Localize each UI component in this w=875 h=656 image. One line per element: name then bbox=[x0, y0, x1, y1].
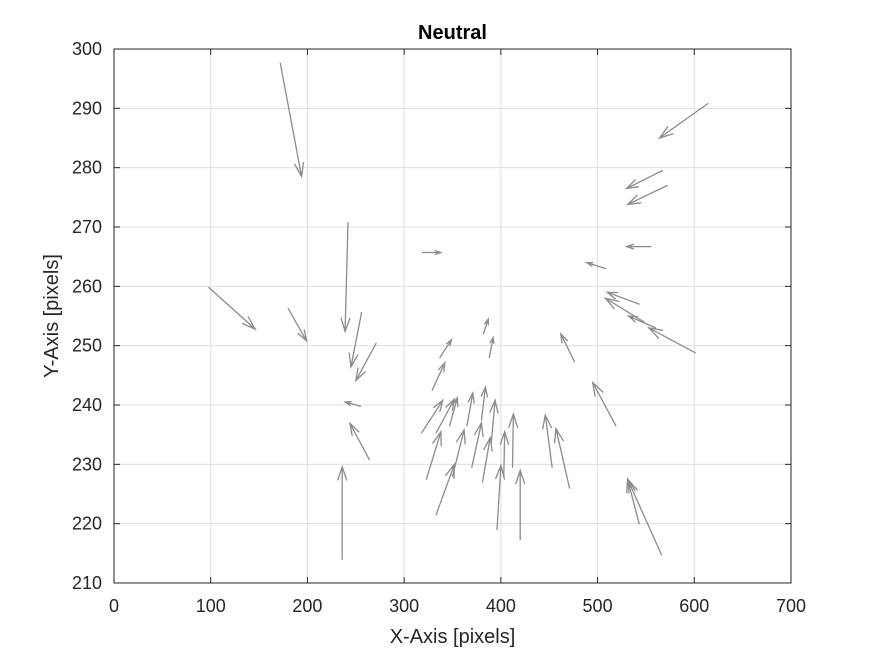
vector-arrow bbox=[287, 307, 308, 343]
vector-arrow bbox=[482, 317, 489, 335]
vector-arrow bbox=[481, 435, 493, 483]
y-axis-label: Y-Axis [pixels] bbox=[41, 254, 63, 378]
vector-arrow bbox=[348, 311, 363, 370]
vector-arrow bbox=[343, 401, 362, 407]
x-tick-label: 100 bbox=[196, 596, 226, 616]
vector-arrow bbox=[624, 243, 652, 250]
x-tick-label: 600 bbox=[679, 596, 709, 616]
vector-arrow bbox=[208, 286, 257, 331]
vector-arrow bbox=[439, 337, 453, 359]
vector-arrow bbox=[435, 397, 456, 434]
x-tick-label: 0 bbox=[109, 596, 119, 616]
vector-arrow bbox=[420, 398, 444, 434]
vector-arrow bbox=[431, 361, 446, 391]
chart-title: Neutral bbox=[418, 22, 487, 44]
y-tick-label: 280 bbox=[72, 158, 102, 178]
vector-arrow bbox=[626, 315, 657, 329]
vector-arrow bbox=[603, 297, 645, 323]
x-tick-label: 200 bbox=[292, 596, 322, 616]
vector-arrow bbox=[349, 421, 370, 461]
y-tick-label: 260 bbox=[72, 276, 102, 296]
vector-arrow bbox=[584, 261, 606, 270]
vector-arrow bbox=[480, 385, 489, 421]
vector-arrow bbox=[354, 342, 377, 383]
vector-arrow bbox=[451, 427, 466, 477]
axis-ticks: 0 100 200 300 400 500 600 700 210 220 230 240 250 260… bbox=[72, 39, 806, 616]
vector-arrow bbox=[421, 249, 443, 256]
vector-arrow bbox=[605, 291, 640, 305]
vector-arrow bbox=[425, 429, 442, 480]
vector-arrow bbox=[499, 429, 510, 477]
grid-lines bbox=[114, 49, 791, 583]
vector-arrow bbox=[488, 335, 495, 359]
y-tick-label: 250 bbox=[72, 336, 102, 356]
vector-arrow bbox=[279, 62, 305, 179]
x-axis-label: X-Axis [pixels] bbox=[390, 626, 516, 648]
vector-field bbox=[208, 62, 709, 560]
y-tick-label: 300 bbox=[72, 39, 102, 59]
plot-area bbox=[114, 49, 791, 583]
x-tick-label: 700 bbox=[776, 596, 806, 616]
vector-arrow bbox=[624, 169, 664, 190]
vector-arrow bbox=[337, 464, 348, 560]
vector-arrow bbox=[657, 102, 709, 140]
vector-arrow bbox=[542, 413, 553, 468]
vector-arrow bbox=[515, 468, 526, 541]
vector-arrow bbox=[591, 380, 617, 427]
x-tick-label: 500 bbox=[583, 596, 613, 616]
x-tick-label: 400 bbox=[486, 596, 516, 616]
vector-arrow bbox=[448, 395, 459, 427]
vector-arrow bbox=[559, 331, 576, 363]
x-tick-label: 300 bbox=[389, 596, 419, 616]
vector-arrow bbox=[471, 420, 484, 468]
vector-arrow bbox=[340, 222, 351, 334]
y-tick-label: 210 bbox=[72, 573, 102, 593]
y-tick-label: 290 bbox=[72, 98, 102, 118]
y-tick-label: 230 bbox=[72, 454, 102, 474]
vector-arrow bbox=[646, 326, 696, 354]
vector-arrow bbox=[489, 398, 499, 445]
vector-arrow bbox=[625, 184, 668, 206]
y-tick-label: 240 bbox=[72, 395, 102, 415]
y-tick-label: 220 bbox=[72, 514, 102, 534]
y-tick-label: 270 bbox=[72, 217, 102, 237]
vector-arrow bbox=[626, 477, 663, 556]
vector-arrow bbox=[553, 426, 571, 489]
axes-frame bbox=[113, 48, 792, 584]
vector-arrow bbox=[435, 462, 456, 516]
vector-arrow bbox=[466, 391, 475, 427]
vector-arrow bbox=[508, 411, 519, 468]
